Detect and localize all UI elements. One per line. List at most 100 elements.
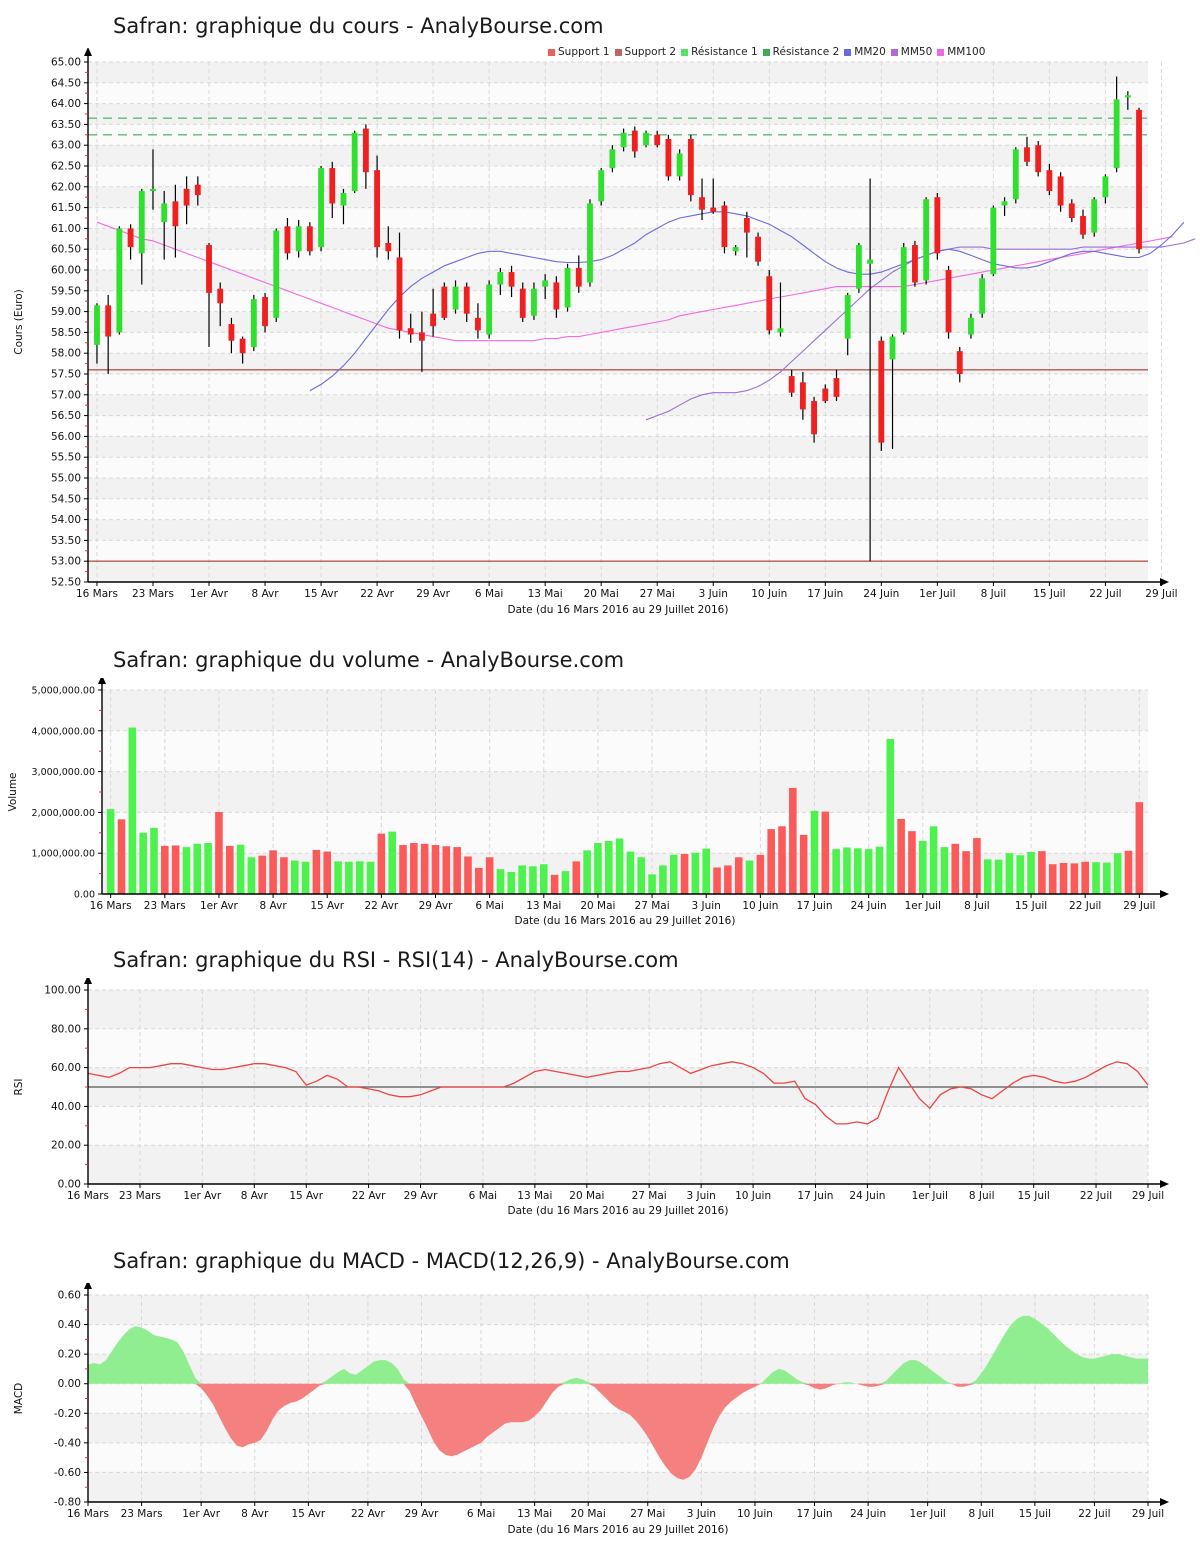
volume-bar [724,865,732,894]
candle-body [1080,215,1086,235]
volume-bar [215,811,223,894]
volume-bar [171,845,180,894]
x-tick-label: 27 Mai [635,900,670,912]
volume-bar [669,854,678,894]
y-tick-label: -0.80 [54,1497,81,1509]
candle-body [654,134,661,146]
candle-body [542,280,549,287]
x-tick-label: 15 Juil [1033,588,1065,600]
x-tick-label: 24 Juin [849,1190,885,1202]
x-tick-label: 16 Mars [90,900,132,912]
volume-bar [410,843,418,894]
legend-label: Support 1 [558,46,610,58]
volume-bar [875,846,884,894]
volume-bar [918,840,927,894]
y-tick-label: 63.50 [51,119,81,131]
candle-body [755,236,761,262]
volume-bar [1124,850,1133,894]
volume-bar [150,827,158,894]
candle-body [855,245,862,289]
volume-bar [594,843,602,894]
candle-body [1046,170,1053,191]
x-tick-label: 22 Avr [360,588,394,600]
y-tick-label: 1,000,000.00 [32,849,95,860]
candle-body [329,168,336,204]
candle-body [183,188,190,206]
volume-bar [539,864,548,894]
legend-item-mm100: MM100 [937,46,985,58]
volume-bar [301,861,310,894]
x-tick-label: 29 Avr [404,1190,438,1202]
legend-swatch-icon [548,48,555,56]
y-tick-label: 54.50 [51,493,81,505]
volume-bar [832,849,840,894]
x-tick-label: 29 Juil [1123,900,1155,912]
x-tick-label: 8 Avr [241,1190,269,1202]
x-tick-label: 8 Juil [968,1508,994,1520]
volume-bar [518,865,526,894]
candle-body [1091,199,1098,233]
volume-bar [355,861,364,894]
x-tick-label: 20 Mai [584,588,619,600]
candle-body [844,294,851,339]
candle-body [699,197,705,210]
volume-bar [475,867,483,894]
x-tick-label: 1er Avr [183,1190,222,1202]
candle-body [743,218,750,233]
y-axis-title: MACD [13,1383,25,1414]
volume-bar [799,834,808,894]
x-axis-title: Date (du 16 Mars 2016 au 29 Juillet 2016… [508,1524,729,1536]
candle-body [250,299,257,347]
candle-body [609,149,616,169]
y-tick-label: 0.60 [58,1290,81,1302]
candle-body [497,272,504,285]
price-chart-panel: Safran: graphique du cours - AnalyBourse… [0,0,1200,640]
x-tick-label: 13 Mai [528,588,563,600]
y-tick-label: 65.00 [51,57,81,69]
volume-bar [204,843,212,894]
legend-swatch-icon [762,48,770,56]
volume-bar [843,847,851,894]
candle-body [430,313,437,327]
y-tick-label: 60.00 [51,265,81,277]
volume-bar [583,850,591,894]
x-tick-label: 15 Avr [304,588,338,600]
y-tick-label: 64.50 [51,77,81,89]
candle-body [531,288,537,316]
volume-bar [182,847,191,894]
candle-body [833,378,840,397]
x-tick-label: 10 Juin [735,1190,771,1202]
volume-bar [106,809,115,894]
candle-body [295,226,302,252]
volume-bar [1081,861,1089,894]
volume-bar [615,838,624,894]
candle-body [564,267,571,308]
x-tick-label: 29 Juil [1145,588,1177,600]
candle-body [1024,147,1030,162]
x-tick-label: 29 Juil [1132,1508,1164,1520]
y-tick-label: -0.60 [54,1467,81,1479]
volume-bar [366,861,375,894]
legend-item-mm50: MM50 [890,46,932,58]
y-tick-label: 53.00 [51,556,81,568]
candle-body [934,197,941,254]
legend-item-support-1: Support 1 [548,46,610,58]
price-chart-svg: 52.50 53.00 53.50 54.00 54.50 55.00 55.50 56.00… [13,48,1196,616]
candle-body [441,286,448,318]
x-tick-label: 15 Avr [289,1190,323,1202]
candle-body [262,297,268,327]
volume-bar [767,829,775,894]
candle-body [1068,203,1075,218]
candle-body [396,257,403,331]
candle-body [968,317,974,335]
candle-body [721,205,728,248]
y-tick-label: 63.00 [51,140,81,152]
volume-bar [691,852,700,894]
y-tick-label: 52.50 [51,577,81,589]
y-tick-label: 100.00 [44,985,81,997]
volume-bar [648,874,656,894]
candle-body [956,351,963,374]
volume-bar [1113,853,1122,894]
volume-bar [1059,862,1068,894]
legend-swatch-icon [844,48,852,56]
